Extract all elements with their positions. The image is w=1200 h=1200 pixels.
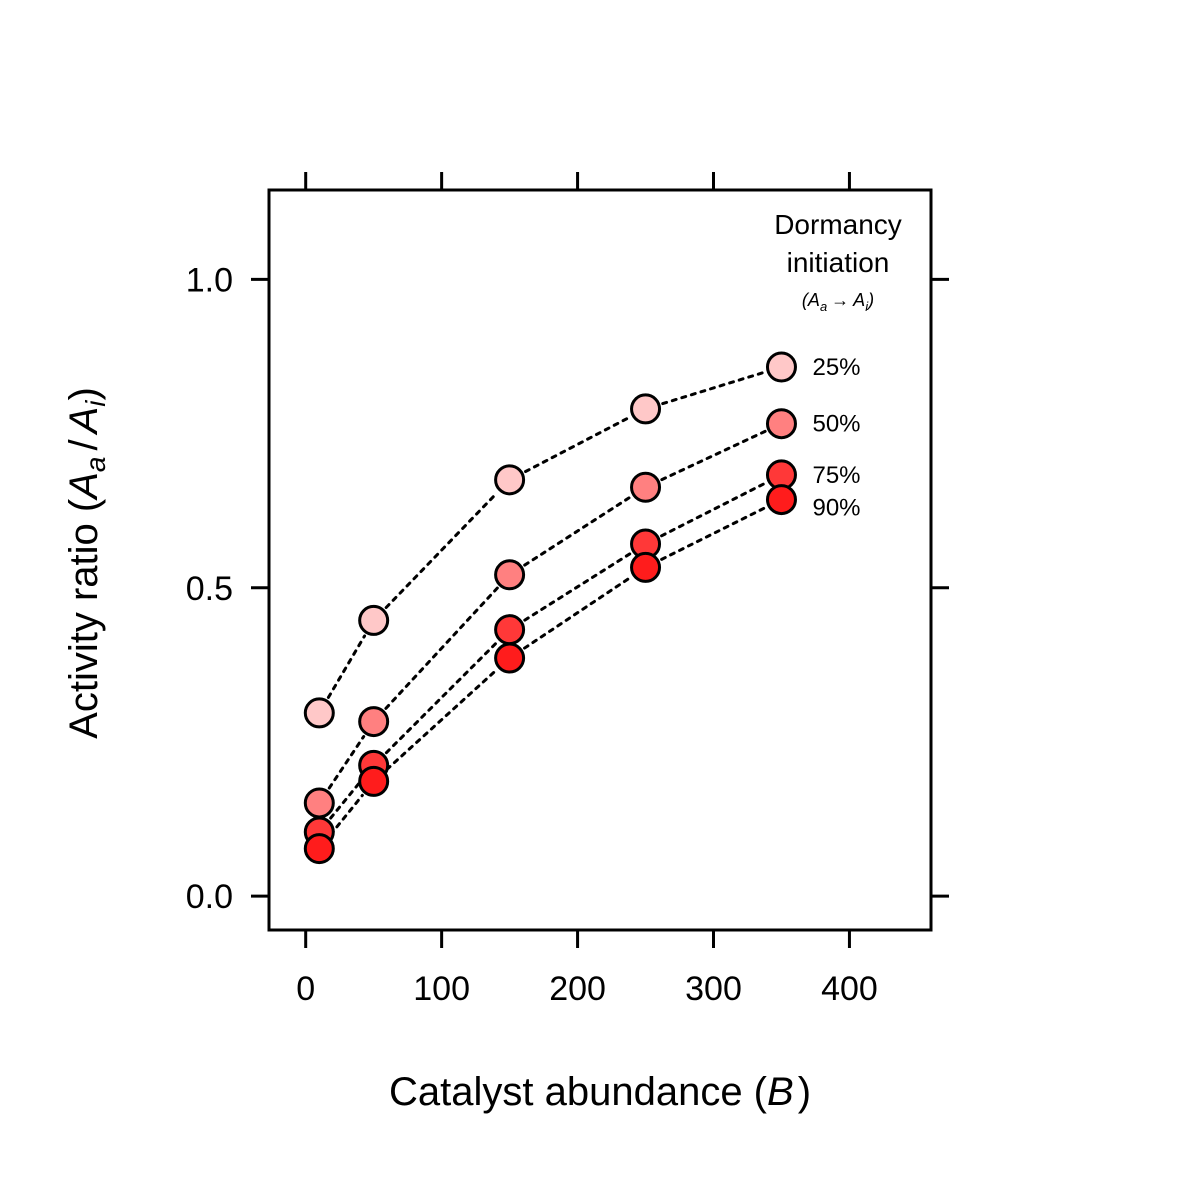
data-point bbox=[765, 484, 797, 516]
data-point bbox=[494, 642, 526, 674]
legend-subtitle: (Aa → Ai) bbox=[802, 290, 874, 314]
x-tick-label: 300 bbox=[685, 970, 742, 1008]
data-point bbox=[630, 471, 662, 503]
legend: Dormancy initiation (Aa → Ai) bbox=[774, 209, 902, 314]
series-line-segment bbox=[384, 491, 499, 609]
data-point bbox=[358, 765, 390, 797]
x-axis-title: Catalyst abundance (B) bbox=[389, 1070, 811, 1114]
x-tick-label: 0 bbox=[296, 970, 315, 1008]
series-line-segment bbox=[524, 415, 632, 474]
x-tick-label: 200 bbox=[549, 970, 606, 1008]
data-point bbox=[494, 614, 526, 646]
series-line-segment bbox=[385, 668, 498, 771]
data-point bbox=[303, 697, 335, 729]
data-point bbox=[765, 408, 797, 440]
axis-ticks: 0 100 200 300 400 0.0 0.5 1.0 bbox=[186, 172, 949, 1008]
series-line-segment bbox=[661, 370, 766, 406]
data-point bbox=[494, 559, 526, 591]
series-line-segment bbox=[329, 777, 364, 820]
series-line-segment bbox=[329, 793, 364, 837]
series-line-segment bbox=[384, 586, 499, 710]
y-axis-title: Activity ratio (Aa/Ai) bbox=[62, 387, 111, 739]
series-lines bbox=[326, 370, 767, 837]
series-line-segment bbox=[384, 640, 499, 755]
series-line-segment bbox=[523, 495, 632, 567]
series-line-segment bbox=[660, 506, 767, 561]
series-label: 90% bbox=[812, 495, 860, 522]
data-point bbox=[494, 464, 526, 496]
data-point bbox=[303, 787, 335, 819]
plot-frame bbox=[267, 188, 933, 932]
series-line-segment bbox=[326, 634, 367, 699]
series-line-segment bbox=[523, 552, 632, 622]
data-point bbox=[630, 393, 662, 425]
series-line-segment bbox=[327, 735, 366, 790]
series-points bbox=[303, 351, 797, 865]
series-label: 25% bbox=[812, 354, 860, 381]
data-point bbox=[630, 551, 662, 583]
x-tick-label: 400 bbox=[821, 970, 878, 1008]
x-tick-label: 100 bbox=[413, 970, 470, 1008]
legend-title-line1: Dormancy bbox=[774, 209, 902, 240]
series-line-segment bbox=[523, 575, 633, 650]
data-point bbox=[358, 604, 390, 636]
series-line-segment bbox=[660, 481, 767, 538]
data-point bbox=[303, 833, 335, 865]
data-point bbox=[358, 706, 390, 738]
data-point bbox=[765, 351, 797, 383]
y-tick-label: 1.0 bbox=[186, 261, 233, 299]
y-tick-label: 0.5 bbox=[186, 570, 233, 608]
series-line-segment bbox=[660, 429, 767, 482]
y-tick-label: 0.0 bbox=[186, 878, 233, 916]
series-label: 75% bbox=[812, 462, 860, 489]
series-label: 50% bbox=[812, 411, 860, 438]
legend-title-line2: initiation bbox=[787, 247, 890, 278]
series-labels: 25% 50% 75% 90% bbox=[812, 354, 860, 522]
